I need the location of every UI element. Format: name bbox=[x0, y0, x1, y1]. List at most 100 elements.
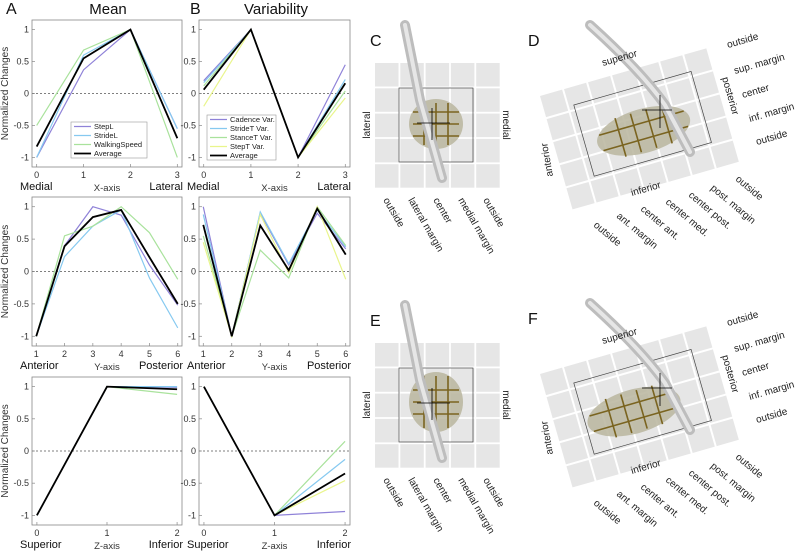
x-axis-label: Y-axis bbox=[262, 362, 288, 373]
grid-cell bbox=[638, 439, 667, 467]
grid-d bbox=[540, 20, 739, 210]
x-end-label: Inferior bbox=[149, 539, 184, 551]
grid-cell bbox=[400, 138, 424, 163]
series-line-walkingspeed bbox=[35, 205, 179, 337]
series-line-walkingspeed bbox=[36, 28, 178, 158]
grid-line bbox=[614, 117, 627, 157]
grid-cell bbox=[553, 413, 582, 442]
label-bottom: outside bbox=[733, 174, 765, 203]
grid-cell bbox=[588, 75, 617, 104]
diagram-d: D superior posterior anterior outside su… bbox=[528, 20, 796, 251]
grid-cell bbox=[553, 135, 582, 164]
grid-cell bbox=[450, 138, 475, 163]
x-tick-label: 2 bbox=[62, 349, 67, 359]
y-tick-label: 1 bbox=[191, 382, 196, 392]
grid-e bbox=[375, 300, 500, 468]
chart-A-x: -1 -0.5 0 0.5 1 0 1 2 3 Medial Lateral X-axis Normal… bbox=[0, 19, 183, 194]
grid-cell bbox=[590, 175, 619, 203]
grid-cell bbox=[666, 356, 695, 384]
chart-A-z: -1 -0.5 0 0.5 1 0 1 2 Superior Inferior Z-axis Norm… bbox=[0, 376, 184, 552]
grid-cell bbox=[684, 48, 713, 76]
grid-cell bbox=[540, 367, 569, 396]
series-line-stridet-var- bbox=[202, 208, 347, 337]
diagram-e: E lateral medial outside lateral margin … bbox=[362, 300, 511, 536]
label-lateral: lateral bbox=[362, 391, 373, 418]
x-tick-label: 3 bbox=[90, 349, 95, 359]
x-tick-label: 1 bbox=[81, 170, 86, 180]
y-tick-label: 0 bbox=[24, 89, 29, 99]
label-right: inf. margin bbox=[748, 379, 796, 402]
chart-B-z: -1 -0.5 0 0.5 1 0 1 2 Superior Inferior Z-axis bbox=[180, 376, 351, 552]
grid-line bbox=[629, 113, 643, 153]
label-bottom: outside bbox=[480, 196, 506, 230]
x-tick-label: 2 bbox=[229, 349, 234, 359]
panel-letter-a: A bbox=[6, 1, 17, 18]
series-line-average bbox=[203, 386, 346, 517]
grid-cell bbox=[710, 418, 739, 447]
legend-entry: StrideL bbox=[94, 131, 118, 140]
grid-cell bbox=[583, 429, 613, 458]
grid-cell bbox=[400, 164, 424, 188]
grid-cell bbox=[662, 154, 691, 182]
y-tick-label: 1 bbox=[191, 202, 196, 212]
x-tick-label: 6 bbox=[343, 349, 348, 359]
x-tick-label: 2 bbox=[296, 170, 301, 180]
label-anterior: anterior bbox=[539, 141, 556, 177]
y-tick-label: 0 bbox=[24, 446, 29, 456]
grid-line bbox=[620, 394, 633, 434]
panel-letter-c: C bbox=[370, 33, 382, 50]
label-bottom: outside bbox=[733, 452, 765, 481]
y-tick-label: -1 bbox=[21, 510, 29, 520]
label-bottom: outside bbox=[380, 476, 406, 510]
y-tick-label: 0 bbox=[191, 446, 196, 456]
label-bottom: outside bbox=[480, 476, 506, 510]
y-tick-label: 0 bbox=[24, 267, 29, 277]
legend-entry: Cadence Var. bbox=[230, 115, 275, 124]
x-tick-label: 3 bbox=[343, 170, 348, 180]
series-line-stridel bbox=[36, 28, 178, 158]
label-right: outside bbox=[755, 406, 789, 426]
y-axis-label: Normalized Changes bbox=[0, 225, 11, 318]
legend: Cadence Var.StrideT Var.StanceT Var.Step… bbox=[206, 114, 277, 161]
x-tick-label: 5 bbox=[315, 349, 320, 359]
legend-box bbox=[70, 121, 148, 159]
y-axis-label: Normalized Changes bbox=[0, 404, 11, 497]
x-tick-label: 0 bbox=[34, 528, 39, 538]
panel-letter-b: B bbox=[190, 1, 201, 18]
grid-cell bbox=[710, 140, 739, 169]
grid-cell bbox=[400, 444, 424, 468]
y-tick-label: -0.5 bbox=[13, 478, 29, 488]
label-bottom: center bbox=[430, 476, 454, 506]
label-medial: medial bbox=[500, 110, 511, 139]
legend-entry: Average bbox=[230, 151, 258, 160]
label-lateral: lateral bbox=[362, 111, 373, 138]
y-tick-label: 0.5 bbox=[183, 234, 196, 244]
grid-cell bbox=[476, 343, 500, 367]
y-tick-label: 1 bbox=[24, 25, 29, 35]
grid-cell bbox=[450, 444, 475, 468]
y-tick-label: -0.5 bbox=[180, 478, 196, 488]
grid-line bbox=[593, 406, 679, 433]
x-axis-label: Z-axis bbox=[94, 541, 120, 552]
x-tick-label: 3 bbox=[175, 170, 180, 180]
x-axis-label: X-axis bbox=[261, 183, 288, 194]
electrode-highlight bbox=[588, 301, 692, 432]
grid-cell bbox=[546, 112, 575, 141]
y-axis-label: Normalized Changes bbox=[0, 47, 11, 140]
legend-entry: WalkingSpeed bbox=[94, 140, 142, 149]
x-end-label: Lateral bbox=[317, 181, 351, 193]
grid-cell bbox=[564, 360, 593, 389]
chart-B-y: -1 -0.5 0 0.5 1 1 2 3 4 5 6 Anterior Posterior Y-axis bbox=[180, 196, 351, 373]
x-end-label: Medial bbox=[187, 181, 219, 193]
target-box bbox=[573, 70, 712, 177]
x-end-label: Superior bbox=[20, 539, 62, 551]
grid-c bbox=[375, 20, 500, 188]
series-line-average bbox=[203, 27, 347, 160]
axes-box bbox=[31, 376, 183, 526]
x-tick-label: 1 bbox=[272, 528, 277, 538]
grid-cell bbox=[638, 161, 667, 189]
grid-cell bbox=[450, 88, 475, 112]
legend-entry: StepT Var. bbox=[230, 142, 265, 151]
y-tick-label: 0.5 bbox=[16, 414, 29, 424]
electrode-highlight bbox=[403, 23, 444, 180]
